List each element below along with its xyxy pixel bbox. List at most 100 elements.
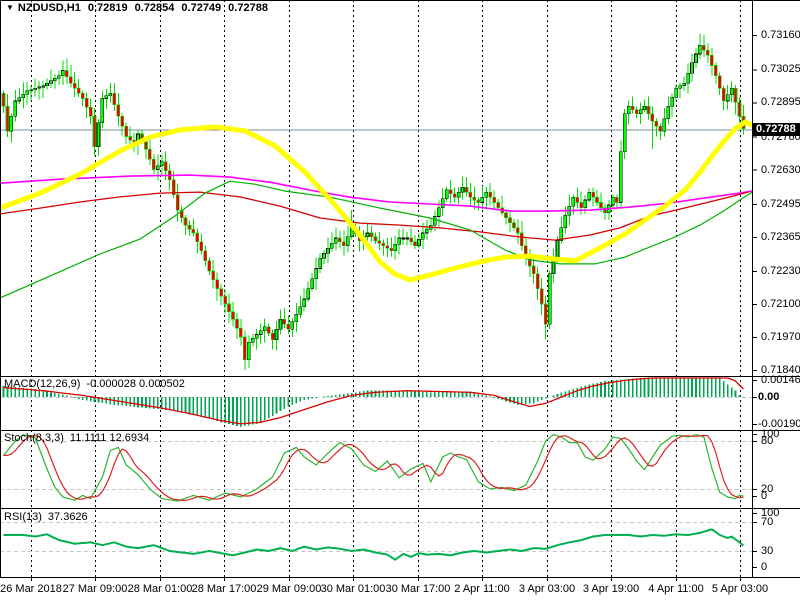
- candle-bear: [112, 93, 117, 106]
- candle-bull: [440, 198, 445, 208]
- candle-bull: [254, 334, 259, 339]
- candle-bull: [674, 87, 678, 98]
- candle-bull: [626, 105, 631, 114]
- candle-bear: [472, 197, 477, 201]
- candle-bear: [710, 55, 714, 66]
- candle-bear: [235, 318, 239, 329]
- candle-bear: [144, 141, 148, 150]
- candle-bull: [433, 216, 437, 226]
- candle-bear: [76, 87, 81, 94]
- candle-bull: [49, 80, 53, 84]
- candle-bull: [247, 341, 251, 361]
- candle-bear: [152, 159, 156, 170]
- candle-bear: [516, 227, 520, 234]
- candle-bull: [547, 273, 552, 325]
- macd-signal-line: [3, 377, 744, 425]
- candle-bear: [65, 70, 69, 78]
- candle-bear: [84, 98, 89, 108]
- candle-bull: [318, 258, 322, 269]
- candle-bull: [274, 329, 279, 340]
- candle-bear: [68, 76, 73, 84]
- candle-bull: [397, 237, 402, 245]
- candle-bear: [227, 303, 231, 312]
- candle-bear: [120, 115, 125, 127]
- candle-bear: [385, 245, 390, 249]
- candle-bear: [543, 303, 548, 325]
- candle-bear: [603, 207, 607, 213]
- candle-bull: [262, 326, 267, 331]
- candle-bear: [595, 197, 599, 203]
- candle-bear: [282, 318, 287, 325]
- candle-bear: [203, 250, 208, 262]
- candle-bear: [88, 107, 93, 117]
- candle-bear: [531, 265, 536, 274]
- candle-bull: [250, 337, 255, 343]
- candle-bear: [195, 232, 200, 243]
- candle-bear: [512, 222, 516, 229]
- candle-bear: [409, 237, 413, 243]
- candle-bull: [444, 189, 449, 200]
- candle-bull: [57, 75, 61, 79]
- candle-bull: [480, 197, 485, 203]
- candle-bull: [622, 113, 627, 153]
- candle-bear: [215, 279, 219, 290]
- candle-bull: [258, 330, 263, 335]
- candle-bull: [306, 288, 310, 300]
- candle-bear: [187, 225, 192, 230]
- symbol-dropdown-icon[interactable]: ▼: [6, 3, 14, 12]
- candle-bull: [310, 278, 314, 290]
- candle-bear: [448, 189, 453, 194]
- candle-bear: [539, 288, 544, 305]
- candle-bear: [717, 75, 722, 89]
- candle-bull: [41, 85, 45, 88]
- candle-bull: [17, 97, 22, 102]
- candle-bear: [1, 93, 6, 107]
- candle-bull: [322, 252, 326, 259]
- rsi-line: [3, 528, 745, 561]
- candle-bear: [72, 82, 77, 89]
- candle-bull: [563, 214, 568, 229]
- candle-bull: [365, 232, 370, 238]
- candle-bear: [508, 217, 512, 224]
- candle-bear: [464, 186, 469, 193]
- candle-bull: [678, 85, 682, 89]
- candle-bull: [456, 192, 461, 198]
- candle-bear: [207, 260, 212, 272]
- candle-bear: [634, 109, 639, 114]
- candle-bear: [171, 179, 176, 196]
- candle-bull: [393, 244, 398, 252]
- candle-bull: [156, 165, 160, 170]
- candle-bull: [108, 93, 113, 97]
- candle-bear: [504, 212, 508, 219]
- candle-bull: [33, 87, 37, 90]
- candle-bear: [243, 336, 247, 361]
- candle-bull: [662, 118, 667, 132]
- candle-bear: [128, 136, 132, 141]
- candle-bull: [37, 86, 41, 89]
- candle-bull: [294, 313, 299, 323]
- candle-bull: [25, 90, 30, 95]
- candle-bull: [104, 95, 109, 99]
- ma-magenta: [0, 174, 753, 212]
- candle-bull: [298, 306, 303, 315]
- candle-bear: [615, 197, 619, 203]
- candle-bull: [21, 93, 26, 98]
- candle-bear: [492, 197, 496, 203]
- candle-bull: [405, 237, 409, 240]
- candle-bear: [116, 104, 121, 117]
- candle-bear: [5, 105, 10, 132]
- candle-bear: [183, 217, 188, 226]
- candle-bear: [737, 101, 742, 117]
- candle-bull: [45, 82, 49, 87]
- candle-bull: [29, 89, 33, 92]
- candle-bear: [377, 240, 382, 244]
- candle-bear: [706, 49, 710, 56]
- ma-red: [0, 191, 749, 241]
- candle-bull: [53, 77, 57, 81]
- candle-bull: [330, 242, 334, 249]
- candle-bull: [159, 161, 164, 167]
- candle-bear: [124, 126, 128, 137]
- candle-bull: [9, 115, 14, 132]
- candle-bull: [571, 197, 576, 207]
